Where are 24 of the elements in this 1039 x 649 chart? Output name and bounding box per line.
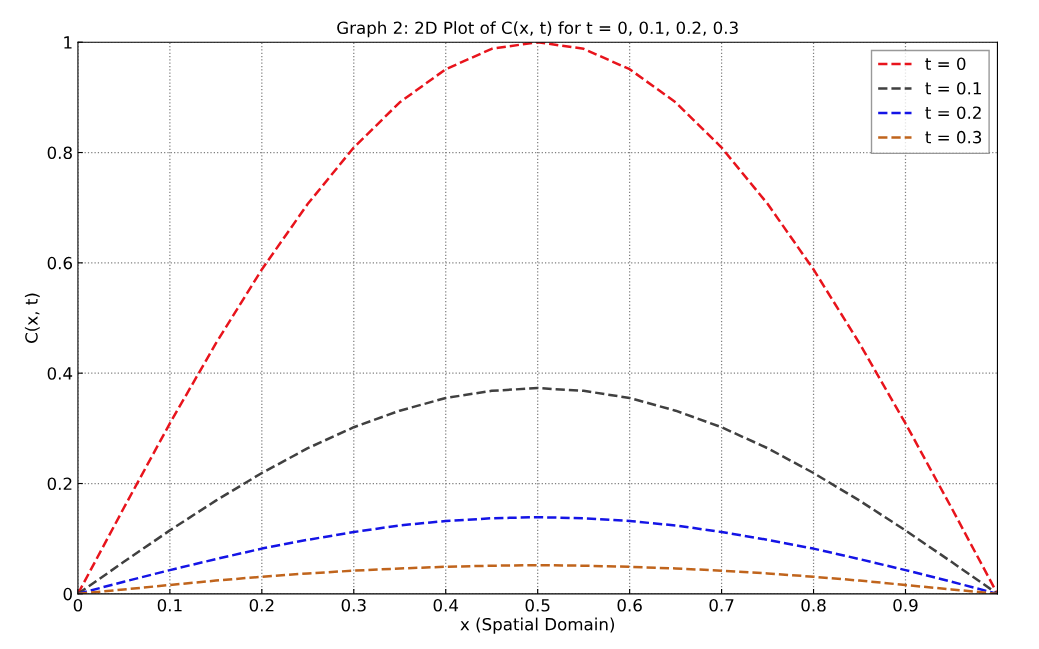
x-tick-label: 0.5 bbox=[525, 598, 550, 612]
chart-title: Graph 2: 2D Plot of C(x, t) for t = 0, 0.1, 0.2, 0.3 bbox=[337, 21, 738, 38]
y-tick-label: 0 bbox=[63, 587, 72, 601]
x-tick-label: 0.3 bbox=[341, 598, 366, 612]
legend-label: t = 0.3 bbox=[925, 130, 982, 144]
line-series bbox=[77, 42, 998, 594]
legend-label: t = 0.2 bbox=[925, 106, 981, 120]
y-tick-label: 0.2 bbox=[47, 477, 72, 491]
x-tick-label: 0.8 bbox=[801, 598, 826, 612]
legend-label: t = 0.1 bbox=[925, 81, 981, 95]
x-tick-label: 0.9 bbox=[893, 598, 918, 612]
y-tick-label: 0.8 bbox=[47, 146, 72, 160]
y-tick-label: 0.4 bbox=[47, 367, 73, 380]
x-tick-label: 0 bbox=[73, 598, 83, 612]
x-axis-title: x (Spatial Domain) bbox=[460, 617, 615, 634]
x-tick-label: 0.6 bbox=[617, 598, 642, 612]
y-axis-title: C(x, t) bbox=[24, 293, 40, 343]
x-tick-label: 0.4 bbox=[433, 598, 459, 612]
y-tick-label: 1 bbox=[64, 36, 72, 49]
x-tick-label: 0.7 bbox=[709, 598, 734, 612]
x-tick-label: 0.2 bbox=[249, 598, 274, 612]
y-tick-label: 0.6 bbox=[47, 256, 73, 270]
legend-label: t = 0 bbox=[925, 57, 966, 71]
x-tick-label: 0.1 bbox=[157, 598, 182, 612]
